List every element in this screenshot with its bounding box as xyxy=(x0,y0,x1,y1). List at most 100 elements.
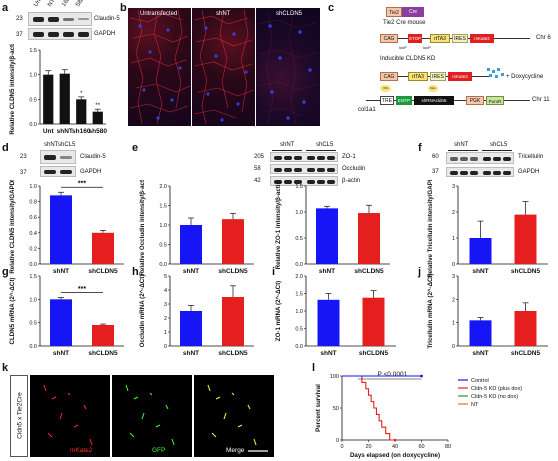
shrna-box: shRNAcldn5 xyxy=(414,96,454,105)
y-tick-label: 0 xyxy=(452,262,455,268)
y-tick-label: 0.4 xyxy=(29,231,37,237)
group-line xyxy=(272,150,302,151)
y-tick-label: 2 xyxy=(164,316,167,322)
y-tick-label: 2 xyxy=(452,210,455,216)
y-tick-label: 0.5 xyxy=(295,236,303,242)
y-tick-label: 1 xyxy=(452,321,455,327)
legend-label: Control xyxy=(471,378,489,384)
x-tick-label: shCLDN5 xyxy=(511,350,541,357)
legend-label: Cldn-5 KD (plus dox) xyxy=(471,386,522,392)
panel-label-k: k xyxy=(2,362,9,374)
y-tick-label: 1.0 xyxy=(295,309,303,315)
y-tick-label: 0.0 xyxy=(159,262,167,268)
y-tick-label: 0.0 xyxy=(295,344,303,350)
chromosome-label: Chr 6 xyxy=(536,35,551,41)
y-tick-label: 1 xyxy=(452,236,455,242)
y-axis-label: Relative Occludin intensity/β-actin xyxy=(139,180,146,276)
panel-c-construct-diagram: Tie2 Cre Tie2 Cre mouse CAG STOP rtTA3 I… xyxy=(336,4,556,132)
panel-d-blot: shNT shCL5 23 Claudin-5 37 GAPDH xyxy=(16,142,126,180)
x-tick-label: shNT xyxy=(472,268,488,275)
y-tick-label: 0.5 xyxy=(295,327,303,333)
bar xyxy=(180,311,202,346)
y-axis-label: Occludin mRNA (2^-ΔCt) xyxy=(139,275,146,348)
x-tick-label: 60 xyxy=(418,444,424,450)
y-tick-label: 0 xyxy=(164,344,167,350)
bar xyxy=(317,299,340,346)
blot-row-name: GAPDH xyxy=(518,169,540,175)
y-tick-label: 3 xyxy=(452,184,455,190)
x-tick-label: shNT xyxy=(53,268,69,275)
genotype-label: Cldn5 x Tie2Cre xyxy=(16,392,24,439)
panel-label-g: g xyxy=(2,266,9,278)
panel-e-blot: shNT shCL5 205 ZO-1 58 Occludin 42 β-act… xyxy=(250,142,390,192)
micrograph-merge xyxy=(194,375,274,457)
legend-label: Cldn-5 KD (no dox) xyxy=(471,394,518,400)
survival-line xyxy=(342,375,395,441)
lane-label: Unt xyxy=(33,0,44,8)
y-tick-label: 0.5 xyxy=(29,97,37,103)
rtta3-box: rtTA3 xyxy=(408,72,428,81)
bar xyxy=(316,208,338,264)
bar xyxy=(92,325,114,346)
panel-k: mKate2 GFP Merge xyxy=(30,375,274,457)
bar xyxy=(59,73,70,124)
kda-label: 205 xyxy=(254,154,265,160)
y-tick-label: 1.5 xyxy=(295,184,303,190)
y-axis-label: CLDN5 mRNA (2^-ΔCt) xyxy=(9,278,16,345)
x-tick-label: sh580 xyxy=(89,128,108,135)
y-tick-label: 0.5 xyxy=(29,321,37,327)
y-axis-label: Relative Tricellulin intensity/GAPDH xyxy=(427,180,434,278)
kda-label: 42 xyxy=(254,178,261,184)
tie2-promoter-box: Tie2 xyxy=(386,7,402,17)
chart-j: Tricellulin mRNA (2^-ΔCt) 0 1 2 3 shNT shCLDN5 xyxy=(427,273,548,357)
group-label: shNT xyxy=(280,142,295,148)
doxycycline-label: + Doxycycline xyxy=(506,74,544,80)
chart-g: CLDN5 mRNA (2^-ΔCt) 0.0 0.5 1.0 1.5 shNT shCLD… xyxy=(9,274,124,357)
channel-label-gfp: GFP xyxy=(152,447,166,454)
chart-d: Relative CLDN5 intensity/GAPDH 0.0 0.2 0.4 0… xyxy=(9,180,124,275)
tre-box: TRE xyxy=(380,96,394,105)
y-tick-label: 0.2 xyxy=(29,246,37,252)
lane-label: 580 xyxy=(75,0,86,9)
lane-label: shNT xyxy=(44,142,59,148)
kda-label: 37 xyxy=(20,170,27,176)
group-line xyxy=(482,150,512,151)
bar xyxy=(514,214,537,264)
pgk-box: PGK xyxy=(466,96,484,105)
kda-label: 58 xyxy=(254,166,261,172)
x-axis-label: Days elapsed (on doxycycline) xyxy=(350,452,440,459)
panel-label-l: l xyxy=(312,362,316,374)
x-tick-label: shNT xyxy=(320,350,336,357)
blot-row-name: GAPDH xyxy=(94,31,116,37)
x-tick-label: shCLDN5 xyxy=(511,268,541,275)
y-tick-label: 0.0 xyxy=(295,262,303,268)
x-tick-label: shCLDN5 xyxy=(218,268,248,275)
panel-b: Untransfected shNT shCLDN5 xyxy=(128,8,320,126)
western-blot-gapdh xyxy=(28,28,92,40)
y-axis-label: Relative CLDN5 intensity/β-actin xyxy=(9,44,16,135)
micrograph-shnt xyxy=(192,8,255,126)
chart-f: Relative Tricellulin intensity/GAPDH 0 1 2 3… xyxy=(427,180,548,278)
cag-box: CAG xyxy=(380,34,398,43)
panel-a: Unt NT 160 580 23 Claudin-5 37 GAPDH xyxy=(14,0,120,142)
x-tick-label: shCLDN5 xyxy=(88,268,118,275)
cre-box: Cre xyxy=(402,7,424,17)
kda-label: 60 xyxy=(432,154,439,160)
pvalue-label: P <0.0001 xyxy=(377,371,407,378)
y-tick-label: 2.0 xyxy=(159,184,167,190)
y-tick-label: 1.5 xyxy=(29,48,37,54)
y-tick-label: 1.0 xyxy=(29,73,37,79)
group-line xyxy=(306,150,336,151)
chromosome-label: Chr 11 xyxy=(532,97,550,103)
chart-e2: Relative ZO-1 intensity/β-actin 0.0 0.5 1.0… xyxy=(275,180,390,275)
x-tick-label: shCLDN5 xyxy=(359,350,389,357)
chart-h: Occludin mRNA (2^-ΔCt) 0 1 2 3 4 5 shNT shCLDN5 xyxy=(139,274,254,357)
y-tick-label: 0.6 xyxy=(29,215,37,221)
micrograph-gfp xyxy=(112,375,192,457)
significance-mark: * xyxy=(80,91,83,97)
significance-mark: *** xyxy=(78,181,86,188)
y-tick-label: 3 xyxy=(164,302,167,308)
western-blot-occludin xyxy=(270,164,338,174)
y-tick-label: 0.0 xyxy=(29,122,37,128)
bar xyxy=(92,232,114,264)
